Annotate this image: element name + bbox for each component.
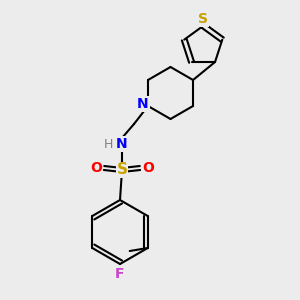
Text: N: N (116, 137, 128, 151)
Text: N: N (137, 97, 149, 111)
Text: O: O (90, 161, 102, 175)
Text: H: H (103, 137, 113, 151)
Text: S: S (198, 12, 208, 26)
Text: S: S (116, 163, 128, 178)
Text: F: F (115, 267, 125, 281)
Text: O: O (142, 161, 154, 175)
